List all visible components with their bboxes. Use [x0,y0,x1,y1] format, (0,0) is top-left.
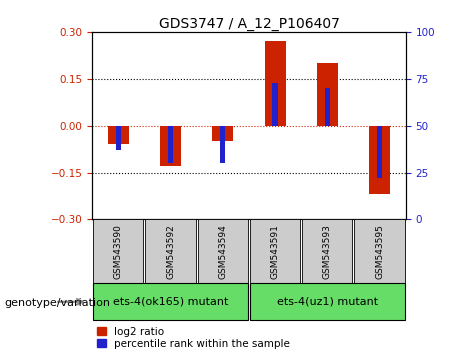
Bar [160,126,181,166]
FancyBboxPatch shape [355,219,405,283]
FancyBboxPatch shape [93,219,143,283]
Text: GSM543591: GSM543591 [271,224,279,279]
Bar [220,126,225,163]
FancyBboxPatch shape [198,219,248,283]
Text: GSM543595: GSM543595 [375,224,384,279]
Bar [168,126,173,163]
Bar [108,126,129,144]
Bar [265,41,285,126]
Text: GSM543592: GSM543592 [166,224,175,279]
Bar [116,126,121,150]
Text: ets-4(uz1) mutant: ets-4(uz1) mutant [277,297,378,307]
Bar [325,88,330,126]
Title: GDS3747 / A_12_P106407: GDS3747 / A_12_P106407 [159,17,339,31]
Text: GSM543590: GSM543590 [114,224,123,279]
FancyBboxPatch shape [93,283,248,320]
Bar [377,126,382,178]
Legend: log2 ratio, percentile rank within the sample: log2 ratio, percentile rank within the s… [97,327,290,349]
Bar [213,126,233,141]
Bar [317,63,338,126]
Text: ets-4(ok165) mutant: ets-4(ok165) mutant [113,297,228,307]
FancyBboxPatch shape [302,219,352,283]
Text: GSM543593: GSM543593 [323,224,332,279]
Bar [272,82,278,126]
Bar [369,126,390,194]
FancyBboxPatch shape [146,219,195,283]
Text: genotype/variation: genotype/variation [5,298,111,308]
FancyBboxPatch shape [250,219,300,283]
Text: GSM543594: GSM543594 [219,224,227,279]
FancyBboxPatch shape [250,283,405,320]
